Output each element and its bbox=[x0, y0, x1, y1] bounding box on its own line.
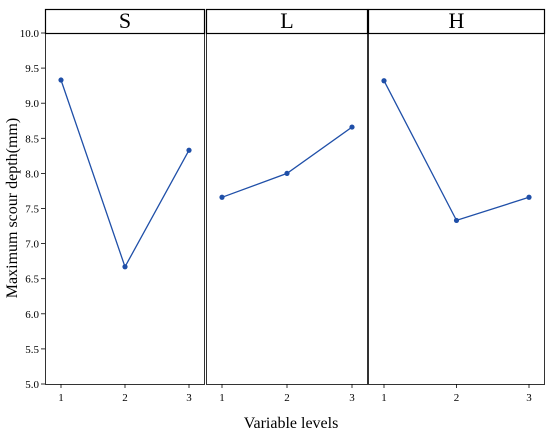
y-tick-label-4: 7.0 bbox=[25, 239, 39, 251]
panel-title-l: L bbox=[280, 8, 293, 33]
y-tick-label-6: 8.0 bbox=[25, 168, 39, 180]
data-point-h-3 bbox=[526, 194, 532, 200]
x-tick-label-h-1: 1 bbox=[381, 392, 387, 404]
y-axis-label: Maximum scour depth(mm) bbox=[4, 118, 21, 298]
x-tick-label-l-3: 3 bbox=[349, 392, 355, 404]
y-tick-label-7: 8.5 bbox=[25, 133, 39, 145]
panel-frame-s bbox=[45, 33, 205, 385]
data-point-h-2 bbox=[453, 217, 460, 224]
x-tick-label-l-2: 2 bbox=[284, 392, 290, 404]
y-tick-label-9: 9.5 bbox=[25, 63, 39, 75]
panel-title-s: S bbox=[119, 8, 131, 33]
panel-title-h: H bbox=[449, 8, 465, 33]
panel-title-box-h bbox=[367, 8, 546, 35]
panel-title-box-l bbox=[205, 8, 369, 35]
x-tick-label-s-3: 3 bbox=[186, 392, 192, 404]
y-tick-label-0: 5.0 bbox=[25, 379, 39, 391]
series-line-h bbox=[383, 80, 530, 222]
y-tick-label-3: 6.5 bbox=[25, 274, 39, 286]
panel-title-box-s bbox=[44, 8, 206, 35]
y-tick-label-5: 7.5 bbox=[25, 204, 39, 216]
x-tick-label-s-2: 2 bbox=[122, 392, 128, 404]
data-point-s-3 bbox=[186, 147, 192, 153]
y-tick-label-2: 6.0 bbox=[25, 309, 39, 321]
y-tick-label-10: 10.0 bbox=[20, 28, 40, 40]
x-tick-label-s-1: 1 bbox=[58, 392, 64, 404]
y-tick-label-1: 5.5 bbox=[25, 344, 39, 356]
x-tick-label-h-2: 2 bbox=[454, 392, 460, 404]
x-tick-label-h-3: 3 bbox=[526, 392, 532, 404]
panel-frame-h bbox=[368, 33, 545, 385]
data-point-h-1 bbox=[381, 78, 387, 84]
y-tick-label-8: 9.0 bbox=[25, 98, 39, 110]
series-line-l bbox=[221, 126, 353, 198]
series-line-s bbox=[60, 79, 190, 269]
x-tick-label-l-1: 1 bbox=[219, 392, 225, 404]
data-point-l-1 bbox=[219, 194, 225, 200]
data-point-l-3 bbox=[349, 124, 355, 130]
x-axis-label: Variable levels bbox=[244, 415, 339, 432]
data-point-l-2 bbox=[284, 170, 290, 176]
data-point-s-1 bbox=[58, 77, 64, 83]
panel-frame-l bbox=[206, 33, 368, 385]
data-point-s-2 bbox=[122, 264, 128, 270]
